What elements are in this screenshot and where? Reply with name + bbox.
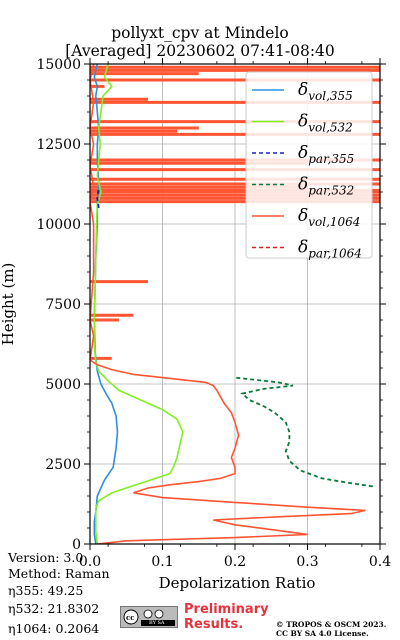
y-tick-label: 2500 [45, 457, 81, 473]
chart-title-line1: pollyxt_cpv at Mindelo [111, 24, 289, 42]
legend-box [245, 71, 373, 259]
eta532-text: η532: 21.8302 [8, 601, 100, 616]
series-line-vol1064 [90, 64, 366, 544]
legend-label: δvol,355 [298, 80, 353, 103]
cc-license-logo: cc BY SA [120, 606, 178, 628]
legend-label: δpar,355 [298, 143, 354, 166]
legend-label: δvol,532 [298, 112, 353, 135]
legend-label: δpar,1064 [298, 238, 362, 261]
y-axis-label: Height (m) [0, 263, 17, 346]
y-tick-label: 7500 [45, 297, 81, 313]
y-tick-label: 5000 [45, 377, 81, 393]
x-axis-label: Depolarization Ratio [159, 574, 316, 592]
eta355-text: η355: 49.25 [8, 583, 84, 598]
series-line-par532 [234, 376, 373, 488]
preliminary-line2: Results. [184, 617, 244, 632]
cc-icon [123, 609, 175, 626]
chart-title-line2: [Averaged] 20230602 07:41-08:40 [65, 42, 335, 60]
cc-badge-sub: BY SA [149, 620, 165, 626]
preliminary-results-text: Preliminary Results. [184, 602, 269, 632]
x-tick-label: 0.2 [224, 554, 246, 570]
legend-label: δvol,1064 [298, 206, 360, 229]
x-tick-label: 0.1 [151, 554, 173, 570]
x-tick-label: 0.4 [369, 554, 391, 570]
copyright-line2: CC BY SA 4.0 License. [276, 629, 369, 638]
y-tick-label: 10000 [36, 217, 81, 233]
x-tick-label: 0.0 [79, 554, 101, 570]
copyright-text: © TROPOS & OSCM 2023. CC BY SA 4.0 Licen… [276, 620, 386, 638]
cc-badge-text: cc [126, 613, 135, 622]
x-tick-label: 0.3 [296, 554, 318, 570]
preliminary-line1: Preliminary [184, 602, 269, 617]
method-text: Method: Raman [8, 566, 110, 581]
legend-label: δpar,532 [298, 175, 354, 198]
y-tick-label: 15000 [36, 57, 81, 73]
y-tick-label: 12500 [36, 137, 81, 153]
eta1064-text: η1064: 0.2064 [8, 621, 100, 636]
copyright-line1: © TROPOS & OSCM 2023. [276, 620, 387, 629]
y-tick-label: 0 [72, 537, 81, 553]
series-line-par355 [96, 188, 100, 209]
version-text: Version: 3.0 [8, 550, 84, 565]
series-line-vol532 [93, 64, 184, 544]
